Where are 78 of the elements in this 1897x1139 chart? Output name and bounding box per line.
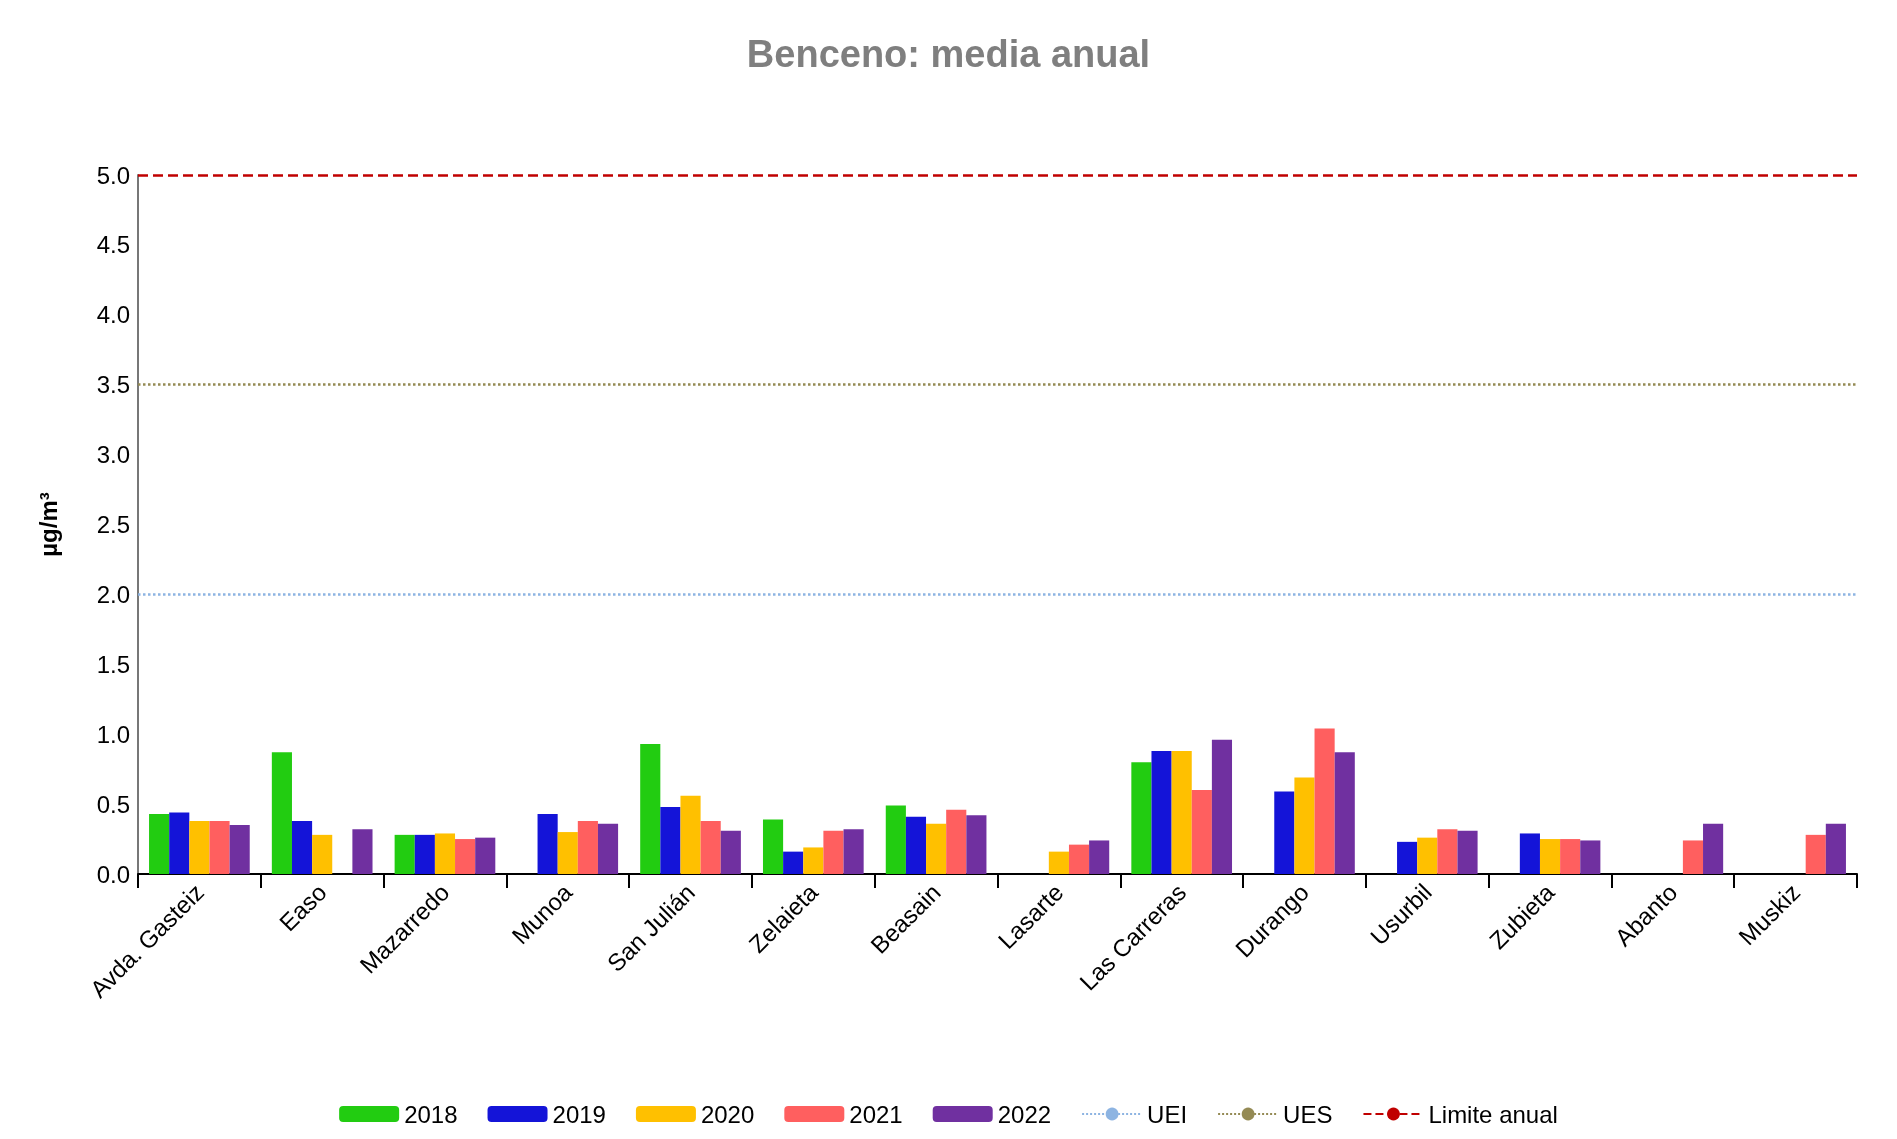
bar bbox=[209, 820, 230, 874]
bar bbox=[577, 820, 598, 874]
bar bbox=[557, 832, 578, 874]
bar bbox=[1825, 823, 1846, 874]
bar bbox=[537, 813, 558, 874]
bar bbox=[1560, 839, 1581, 874]
bar bbox=[640, 743, 661, 874]
bar bbox=[1274, 791, 1295, 874]
bar bbox=[1703, 823, 1724, 874]
bar bbox=[414, 834, 435, 874]
bar bbox=[905, 816, 927, 874]
bar bbox=[312, 834, 333, 874]
bar bbox=[1805, 834, 1826, 874]
bar bbox=[1682, 840, 1704, 874]
bar bbox=[291, 820, 313, 874]
y-tick-label: 0.0 bbox=[96, 860, 130, 888]
bar bbox=[1437, 829, 1458, 874]
bar bbox=[1334, 752, 1355, 874]
bar bbox=[720, 830, 741, 874]
bar bbox=[1171, 750, 1192, 874]
legend-label: 2018 bbox=[404, 1100, 458, 1128]
chart-title: Benceno: media anual bbox=[746, 33, 1151, 75]
y-tick-label: 2.5 bbox=[96, 511, 130, 538]
y-tick-label: 1.5 bbox=[96, 650, 130, 678]
bar bbox=[926, 823, 947, 874]
bar bbox=[1191, 790, 1212, 874]
bar bbox=[1417, 837, 1438, 874]
bar bbox=[660, 806, 681, 874]
bar bbox=[149, 813, 170, 874]
bar bbox=[1089, 840, 1110, 874]
bar bbox=[843, 829, 864, 874]
bar bbox=[1539, 839, 1561, 874]
legend-label: UES bbox=[1283, 1100, 1333, 1128]
bar bbox=[1457, 830, 1478, 874]
legend-label: 2019 bbox=[552, 1100, 606, 1128]
bar bbox=[680, 795, 701, 874]
y-axis-title: µg/m³ bbox=[34, 492, 62, 557]
bar bbox=[1580, 840, 1601, 874]
legend-label: 2021 bbox=[849, 1100, 903, 1128]
bar bbox=[946, 809, 967, 874]
y-tick-label: 2.0 bbox=[96, 580, 130, 608]
bar bbox=[1519, 833, 1540, 874]
bar bbox=[966, 815, 987, 874]
bar bbox=[434, 833, 456, 874]
bar bbox=[597, 823, 619, 874]
bar bbox=[1397, 841, 1418, 874]
bar bbox=[271, 752, 292, 874]
y-tick-label: 4.5 bbox=[96, 231, 130, 259]
bar bbox=[885, 805, 906, 874]
y-tick-label: 3.0 bbox=[96, 441, 130, 469]
bar bbox=[229, 825, 250, 874]
bar bbox=[1068, 844, 1090, 874]
y-tick-label: 1.0 bbox=[96, 720, 130, 748]
y-tick-label: 3.5 bbox=[96, 371, 130, 399]
bar bbox=[394, 834, 415, 874]
y-tick-label: 5.0 bbox=[96, 161, 130, 189]
bar bbox=[169, 812, 190, 874]
legend-label: 2022 bbox=[997, 1100, 1052, 1128]
bar bbox=[762, 819, 784, 874]
bar bbox=[475, 837, 496, 874]
bar bbox=[1048, 851, 1069, 874]
legend-label: 2020 bbox=[700, 1100, 755, 1128]
legend-label: UEI bbox=[1147, 1100, 1188, 1128]
bar bbox=[700, 820, 721, 874]
bar bbox=[1131, 762, 1152, 874]
bar bbox=[803, 847, 824, 874]
y-tick-label: 4.0 bbox=[96, 301, 130, 329]
bar bbox=[823, 830, 844, 874]
bar bbox=[1151, 750, 1172, 874]
bar bbox=[1294, 777, 1315, 874]
legend-label: Limite anual bbox=[1428, 1100, 1558, 1128]
bar bbox=[1211, 739, 1233, 874]
bar bbox=[455, 839, 476, 874]
bar bbox=[783, 851, 804, 874]
bar bbox=[352, 829, 373, 874]
bar bbox=[189, 820, 210, 874]
bar bbox=[1314, 728, 1335, 874]
y-tick-label: 0.5 bbox=[96, 790, 130, 818]
